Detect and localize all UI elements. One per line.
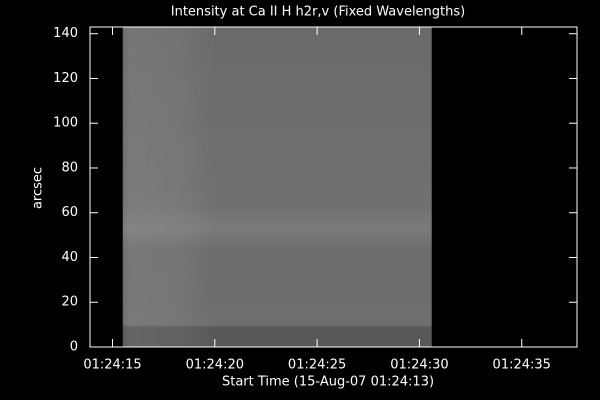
x-tick-label: 01:24:20	[186, 358, 244, 373]
y-tick-label: 100	[53, 116, 78, 131]
chart-title: Intensity at Ca II H h2r,v (Fixed Wavele…	[171, 5, 465, 20]
x-tick-label: 01:24:15	[83, 358, 141, 373]
y-tick-label: 40	[61, 250, 78, 265]
x-tick-label: 01:24:35	[493, 358, 551, 373]
x-axis-label: Start Time (15-Aug-07 01:24:13)	[222, 375, 434, 390]
y-tick-label: 60	[61, 205, 78, 220]
y-axis-label: arcsec	[31, 167, 46, 209]
x-tick-label: 01:24:30	[390, 358, 448, 373]
x-tick-label: 01:24:25	[288, 358, 346, 373]
image-shade	[122, 27, 432, 347]
y-tick-label: 120	[53, 71, 78, 86]
y-tick-label: 140	[53, 26, 78, 41]
y-tick-label: 20	[61, 295, 78, 310]
y-tick-label: 0	[70, 340, 78, 355]
plot-frame	[89, 26, 578, 348]
y-tick-label: 80	[61, 160, 78, 175]
